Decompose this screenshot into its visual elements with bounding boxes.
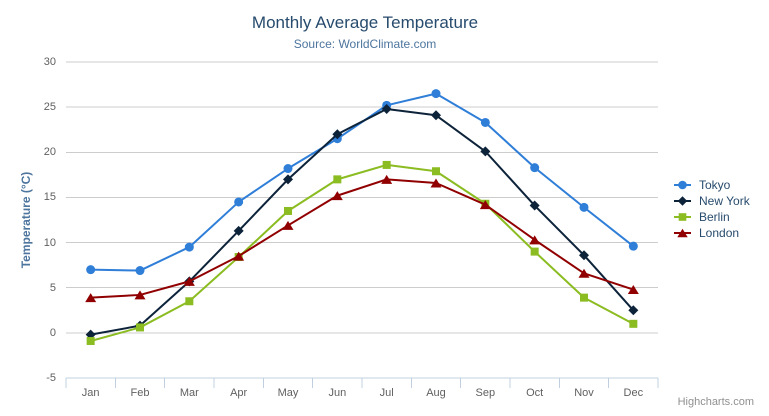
x-axis-label: May xyxy=(277,387,299,399)
data-point-london[interactable] xyxy=(282,220,294,230)
legend-symbol[interactable] xyxy=(677,228,688,238)
x-axis-label: Nov xyxy=(574,387,594,399)
data-point-tokyo[interactable] xyxy=(135,266,145,276)
legend-marker-triangle-icon xyxy=(674,228,691,238)
data-point-london[interactable] xyxy=(331,191,343,201)
data-point-berlin[interactable] xyxy=(382,160,391,169)
data-point-berlin[interactable] xyxy=(333,175,342,184)
y-axis-label: 0 xyxy=(49,326,56,339)
data-point-new-york[interactable] xyxy=(579,250,589,261)
data-point-berlin[interactable] xyxy=(86,336,95,345)
legend-marker-diamond-icon xyxy=(674,196,691,206)
chart-subtitle: Source: WorldClimate.com xyxy=(293,37,437,51)
x-axis-label: Jun xyxy=(328,387,347,399)
y-axis-label: 25 xyxy=(43,101,56,114)
x-axis-label: Sep xyxy=(475,387,496,399)
legend-label: Tokyo xyxy=(699,178,731,192)
data-point-london[interactable] xyxy=(134,290,146,300)
legend-item-tokyo[interactable]: Tokyo xyxy=(674,177,750,193)
data-point-london[interactable] xyxy=(381,174,393,184)
legend-label: London xyxy=(699,226,740,240)
legend: Tokyo New York Berlin London xyxy=(674,177,750,241)
data-point-berlin[interactable] xyxy=(530,247,539,256)
chart-title: Monthly Average Temperature xyxy=(251,13,479,32)
x-axis-label: Jul xyxy=(379,387,394,399)
y-axis-label: -5 xyxy=(46,372,56,384)
data-point-london[interactable] xyxy=(233,251,245,261)
data-point-berlin[interactable] xyxy=(629,319,638,328)
data-point-new-york[interactable] xyxy=(381,103,392,114)
data-point-london[interactable] xyxy=(578,268,590,278)
data-point-berlin[interactable] xyxy=(284,206,292,215)
series-line-new-york[interactable] xyxy=(89,107,635,336)
data-point-berlin[interactable] xyxy=(432,167,440,176)
y-axis-label: 15 xyxy=(43,191,56,204)
legend-marker-circle-icon xyxy=(674,180,691,190)
x-axis-label: Aug xyxy=(426,387,446,399)
data-point-new-york[interactable] xyxy=(529,200,540,211)
x-axis-label: Dec xyxy=(623,387,644,399)
legend-symbol[interactable] xyxy=(678,180,687,190)
data-point-tokyo[interactable] xyxy=(628,241,638,251)
data-point-london[interactable] xyxy=(430,178,442,188)
legend-item-berlin[interactable]: Berlin xyxy=(674,209,750,225)
credits-link[interactable]: Highcharts.com xyxy=(677,396,754,408)
series-line-london[interactable] xyxy=(89,178,635,299)
data-point-london[interactable] xyxy=(85,293,97,303)
y-axis-label: 20 xyxy=(43,146,56,159)
data-point-tokyo[interactable] xyxy=(86,265,96,275)
data-point-tokyo[interactable] xyxy=(530,163,540,173)
data-point-tokyo[interactable] xyxy=(431,89,441,99)
y-axis-label: 5 xyxy=(49,281,56,294)
legend-symbol[interactable] xyxy=(677,196,688,206)
data-point-new-york[interactable] xyxy=(283,174,293,185)
data-point-tokyo[interactable] xyxy=(283,164,293,174)
legend-label: Berlin xyxy=(699,210,730,224)
legend-symbol[interactable] xyxy=(678,213,687,221)
data-point-berlin[interactable] xyxy=(136,323,144,332)
legend-marker-square-icon xyxy=(674,213,691,221)
data-point-london[interactable] xyxy=(627,285,639,295)
data-point-london[interactable] xyxy=(183,276,195,286)
data-point-berlin[interactable] xyxy=(185,297,194,306)
legend-label: New York xyxy=(699,194,750,208)
data-point-london[interactable] xyxy=(529,235,541,245)
x-axis-label: Jan xyxy=(81,387,100,399)
data-point-berlin[interactable] xyxy=(580,293,588,302)
data-point-tokyo[interactable] xyxy=(234,197,244,207)
x-axis-label: Mar xyxy=(179,387,199,399)
y-axis-label: 10 xyxy=(43,236,56,249)
data-point-tokyo[interactable] xyxy=(480,117,490,127)
data-point-tokyo[interactable] xyxy=(184,242,194,252)
data-point-new-york[interactable] xyxy=(431,110,441,121)
data-point-london[interactable] xyxy=(479,200,491,210)
y-axis-label: 30 xyxy=(43,56,56,68)
data-point-new-york[interactable] xyxy=(480,146,491,157)
data-point-new-york[interactable] xyxy=(233,225,244,236)
chart-header: Monthly Average Temperature Source: Worl… xyxy=(0,13,730,51)
data-point-new-york[interactable] xyxy=(628,305,639,316)
data-point-tokyo[interactable] xyxy=(579,202,589,212)
x-axis-label: Apr xyxy=(230,387,248,399)
series-line-tokyo[interactable] xyxy=(89,92,635,272)
legend-item-london[interactable]: London xyxy=(674,225,750,241)
x-axis-label: Oct xyxy=(526,387,544,399)
data-point-new-york[interactable] xyxy=(332,129,343,140)
series-line-berlin[interactable] xyxy=(89,163,635,342)
x-axis-label: Feb xyxy=(130,387,150,399)
legend-item-new-york[interactable]: New York xyxy=(674,193,750,209)
